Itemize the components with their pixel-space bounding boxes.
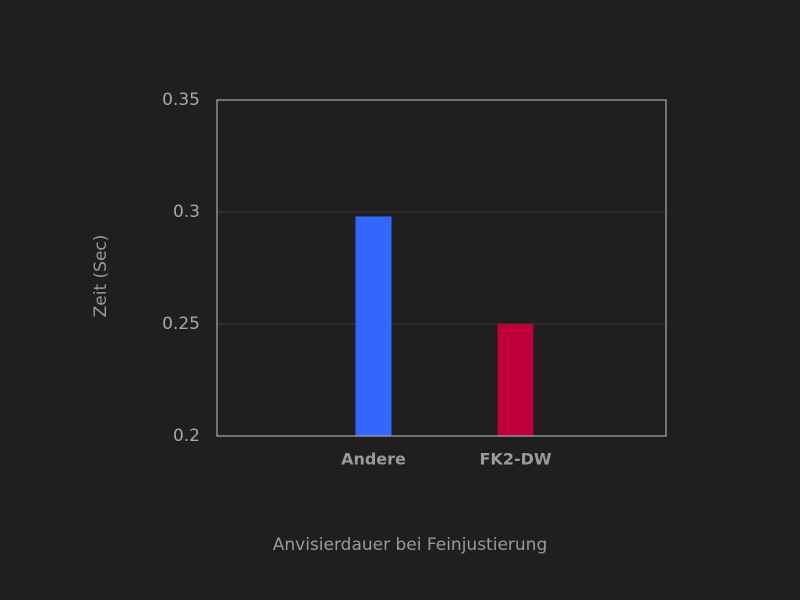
bar (355, 216, 392, 436)
bar (497, 324, 534, 436)
y-tick-label: 0.2 (173, 426, 200, 446)
y-axis-title: Zeit (Sec) (91, 235, 111, 318)
y-tick-label: 0.3 (173, 202, 200, 222)
y-tick-label: 0.25 (162, 314, 200, 334)
plot-area (217, 100, 666, 436)
x-tick-label: FK2-DW (479, 450, 551, 469)
x-tick-label: Andere (341, 450, 406, 469)
x-axis-title: Anvisierdauer bei Feinjustierung (273, 535, 547, 555)
plot-border (216, 99, 667, 437)
y-tick-label: 0.35 (162, 90, 200, 110)
